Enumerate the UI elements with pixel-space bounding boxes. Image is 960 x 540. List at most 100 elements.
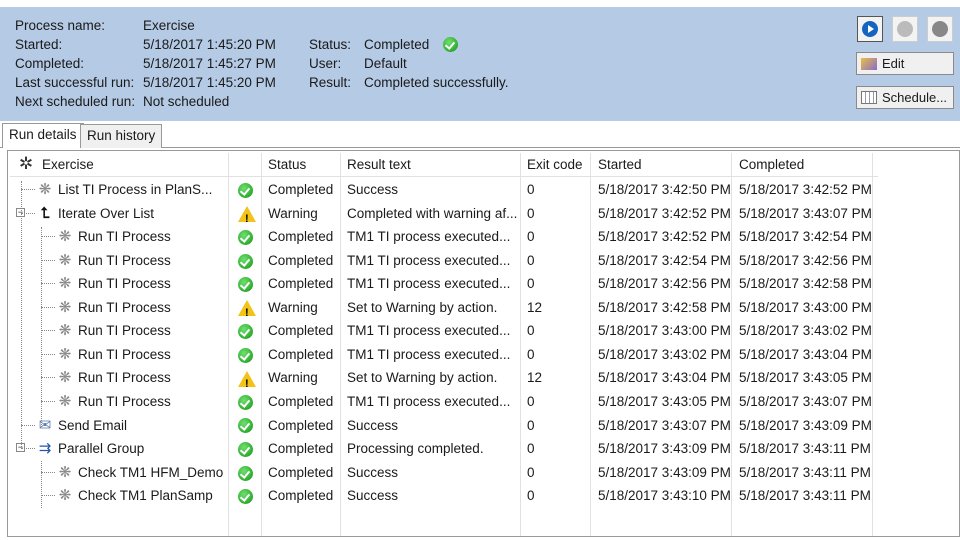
step-name: Run TI Process (78, 276, 171, 292)
table-row[interactable]: ❋ Run TI Process Completed TM1 TI proces… (10, 272, 878, 296)
field-value: Not scheduled (143, 94, 230, 109)
completed-icon (238, 225, 258, 248)
completed-cell: 5/18/2017 3:43:00 PM (739, 299, 872, 315)
table-row[interactable]: ❋ Check TM1 HFM_Demo Completed Success 0… (10, 461, 878, 485)
table-row[interactable]: ❋ Run TI Process Completed TM1 TI proces… (10, 343, 878, 367)
process-icon: ❋ (58, 369, 72, 387)
table-row[interactable]: ❋ Run TI Process Completed TM1 TI proces… (10, 249, 878, 273)
col-status[interactable]: Status (268, 157, 307, 172)
field-label: Completed: (15, 56, 85, 71)
table-row[interactable]: ❋ Run TI Process Completed TM1 TI proces… (10, 319, 878, 343)
completed-icon (238, 390, 258, 413)
edit-button[interactable]: Edit (856, 52, 954, 75)
started-cell: 5/18/2017 3:42:52 PM (598, 229, 731, 245)
field-label: Next scheduled run: (15, 94, 136, 109)
table-row[interactable]: ❋ Run TI Process Completed TM1 TI proces… (10, 225, 878, 249)
pause-icon (897, 21, 913, 37)
stop-icon (932, 21, 948, 37)
completed-icon (238, 343, 258, 366)
result-cell: TM1 TI process executed... (347, 229, 511, 245)
status-cell: Warning (268, 370, 318, 386)
started-cell: 5/18/2017 3:43:09 PM (598, 441, 731, 457)
table-row[interactable]: − ⇉ Parallel Group Completed Processing … (10, 437, 878, 461)
status-cell: Completed (268, 323, 334, 339)
completed-cell: 5/18/2017 3:43:09 PM (739, 417, 872, 433)
play-icon (862, 21, 878, 37)
status-cell: Completed (268, 441, 334, 457)
process-icon: ❋ (58, 298, 72, 316)
result-cell: Set to Warning by action. (347, 370, 498, 386)
collapse-toggle[interactable]: − (16, 442, 25, 453)
process-summary-panel: Process name: Exercise Started: 5/18/2017 1… (0, 7, 960, 121)
exit-code-cell: 0 (527, 323, 535, 339)
run-button[interactable] (857, 16, 883, 42)
step-name: Send Email (58, 417, 128, 433)
step-name: Run TI Process (78, 370, 171, 386)
completed-cell: 5/18/2017 3:43:05 PM (739, 370, 872, 386)
field-label: Last successful run: (15, 75, 135, 90)
exit-code-cell: 0 (527, 205, 535, 221)
collapse-toggle[interactable]: − (16, 206, 25, 217)
exit-code-cell: 12 (527, 299, 543, 315)
table-row[interactable]: ❋ Run TI Process Completed TM1 TI proces… (10, 390, 878, 414)
table-row[interactable]: ❋ List TI Process in PlanS... Completed … (10, 178, 878, 202)
completed-icon (238, 414, 258, 437)
exit-code-cell: 0 (527, 488, 535, 504)
step-name: Run TI Process (78, 393, 171, 409)
result-value: Completed successfully. (364, 75, 509, 90)
step-name: Parallel Group (58, 441, 145, 457)
exit-code-cell: 0 (527, 252, 535, 268)
tab-run-details[interactable]: Run details (2, 123, 84, 148)
completed-cell: 5/18/2017 3:42:52 PM (739, 182, 872, 197)
schedule-label: Schedule... (882, 90, 948, 105)
started-cell: 5/18/2017 3:43:02 PM (598, 346, 731, 362)
status-cell: Completed (268, 393, 334, 409)
result-cell: TM1 TI process executed... (347, 252, 511, 268)
table-row[interactable]: − ⮤ Iterate Over List Warning Completed … (10, 202, 878, 226)
table-row[interactable]: ✉ Send Email Completed Success 0 5/18/20… (10, 414, 878, 438)
result-label: Result: (309, 75, 352, 90)
user-value: Default (364, 56, 407, 71)
started-cell: 5/18/2017 3:43:07 PM (598, 417, 731, 433)
table-row[interactable]: ❋ Run TI Process Warning Set to Warning … (10, 296, 878, 320)
schedule-button[interactable]: Schedule... (856, 86, 954, 109)
exit-code-cell: 0 (527, 346, 535, 362)
status-cell: Completed (268, 229, 334, 245)
result-cell: Success (347, 464, 399, 480)
started-cell: 5/18/2017 3:43:04 PM (598, 370, 731, 386)
table-row[interactable]: ❋ Check TM1 PlanSamp Completed Success 0… (10, 484, 878, 508)
status-cell: Completed (268, 252, 334, 268)
iterate-icon: ⮤ (40, 204, 50, 222)
started-cell: 5/18/2017 3:42:58 PM (598, 299, 731, 315)
completed-cell: 5/18/2017 3:43:11 PM (739, 464, 871, 480)
result-cell: Success (347, 417, 399, 433)
field-value: 5/18/2017 1:45:27 PM (143, 56, 276, 71)
started-cell: 5/18/2017 3:43:10 PM (598, 488, 731, 504)
pause-button[interactable] (892, 16, 918, 42)
col-started[interactable]: Started (598, 157, 642, 172)
col-completed[interactable]: Completed (739, 157, 805, 172)
process-icon: ❋ (58, 487, 72, 505)
completed-icon (238, 249, 258, 272)
result-cell: TM1 TI process executed... (347, 323, 511, 339)
step-name: Run TI Process (78, 299, 171, 315)
started-cell: 5/18/2017 3:42:52 PM (598, 205, 731, 221)
stop-button[interactable] (927, 16, 953, 42)
started-cell: 5/18/2017 3:43:05 PM (598, 393, 731, 409)
started-cell: 5/18/2017 3:43:09 PM (598, 464, 731, 480)
process-icon: ❋ (58, 251, 72, 269)
process-icon: ❋ (38, 181, 52, 198)
grid-header: ✲ Exercise Status Result text Exit code … (10, 153, 878, 177)
process-icon: ❋ (58, 463, 72, 481)
col-exit-code[interactable]: Exit code (527, 157, 583, 172)
exit-code-cell: 0 (527, 417, 535, 433)
warning-icon (238, 296, 258, 319)
tab-run-history[interactable]: Run history (80, 124, 163, 148)
table-row[interactable]: ❋ Run TI Process Warning Set to Warning … (10, 366, 878, 390)
col-result[interactable]: Result text (347, 157, 411, 172)
result-cell: Completed with warning af... (347, 205, 517, 221)
completed-cell: 5/18/2017 3:43:11 PM (739, 441, 871, 457)
field-label: Process name: (15, 18, 106, 33)
run-details-grid: ✲ Exercise Status Result text Exit code … (7, 150, 960, 537)
warning-icon (238, 366, 258, 389)
